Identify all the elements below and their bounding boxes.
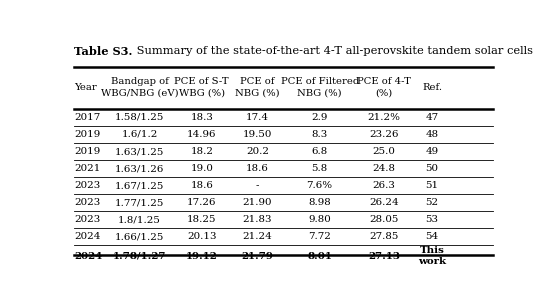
Text: -: - [255, 181, 259, 190]
Text: 2023: 2023 [74, 198, 101, 207]
Text: 2017: 2017 [74, 113, 101, 122]
Text: Ref.: Ref. [422, 83, 442, 92]
Text: 2021: 2021 [74, 164, 101, 173]
Text: 20.2: 20.2 [246, 147, 269, 156]
Text: 1.6/1.2: 1.6/1.2 [122, 130, 158, 139]
Text: 6.8: 6.8 [311, 147, 328, 156]
Text: 23.26: 23.26 [369, 130, 399, 139]
Text: This
work: This work [418, 246, 446, 266]
Text: 18.25: 18.25 [187, 215, 217, 224]
Text: 19.0: 19.0 [190, 164, 213, 173]
Text: 20.13: 20.13 [187, 232, 217, 241]
Text: 2023: 2023 [74, 215, 101, 224]
Text: PCE of
NBG (%): PCE of NBG (%) [235, 77, 280, 97]
Text: 27.13: 27.13 [368, 251, 400, 260]
Text: 1.78/1.27: 1.78/1.27 [113, 251, 166, 260]
Text: 7.6%: 7.6% [306, 181, 333, 190]
Text: 25.0: 25.0 [373, 147, 395, 156]
Text: 1.67/1.25: 1.67/1.25 [115, 181, 164, 190]
Text: 7.72: 7.72 [308, 232, 331, 241]
Text: 21.2%: 21.2% [367, 113, 400, 122]
Text: 19.12: 19.12 [186, 251, 218, 260]
Text: 21.79: 21.79 [242, 251, 273, 260]
Text: 1.63/1.26: 1.63/1.26 [115, 164, 164, 173]
Text: 1.66/1.25: 1.66/1.25 [115, 232, 164, 241]
Text: 5.8: 5.8 [311, 164, 328, 173]
Text: 50: 50 [426, 164, 439, 173]
Text: 19.50: 19.50 [243, 130, 272, 139]
Text: 52: 52 [426, 198, 439, 207]
Text: 26.24: 26.24 [369, 198, 399, 207]
Text: Table S3.: Table S3. [74, 46, 133, 57]
Text: Bandgap of
WBG/NBG (eV): Bandgap of WBG/NBG (eV) [101, 77, 179, 97]
Text: 1.58/1.25: 1.58/1.25 [115, 113, 164, 122]
Text: 24.8: 24.8 [372, 164, 395, 173]
Text: 1.63/1.25: 1.63/1.25 [115, 147, 164, 156]
Text: PCE of 4-T
(%): PCE of 4-T (%) [357, 77, 411, 97]
Text: 21.83: 21.83 [243, 215, 272, 224]
Text: 2019: 2019 [74, 130, 101, 139]
Text: 1.77/1.25: 1.77/1.25 [115, 198, 164, 207]
Text: 1.8/1.25: 1.8/1.25 [118, 215, 161, 224]
Text: 2024: 2024 [74, 232, 101, 241]
Text: 2023: 2023 [74, 181, 101, 190]
Text: 18.6: 18.6 [246, 164, 269, 173]
Text: Year: Year [74, 83, 97, 92]
Text: 2019: 2019 [74, 147, 101, 156]
Text: Summary of the state-of-the-art 4-T all-perovskite tandem solar cells: Summary of the state-of-the-art 4-T all-… [133, 46, 533, 56]
Text: 8.3: 8.3 [311, 130, 328, 139]
Text: 14.96: 14.96 [187, 130, 217, 139]
Text: 17.4: 17.4 [246, 113, 269, 122]
Text: PCE of S-T
WBG (%): PCE of S-T WBG (%) [174, 77, 229, 97]
Text: 2.9: 2.9 [311, 113, 328, 122]
Text: 53: 53 [426, 215, 439, 224]
Text: 27.85: 27.85 [369, 232, 399, 241]
Text: 8.01: 8.01 [307, 251, 332, 260]
Text: 2024: 2024 [74, 251, 102, 260]
Text: 17.26: 17.26 [187, 198, 217, 207]
Text: 18.6: 18.6 [190, 181, 213, 190]
Text: 21.24: 21.24 [243, 232, 273, 241]
Text: 48: 48 [426, 130, 439, 139]
Text: 18.3: 18.3 [190, 113, 213, 122]
Text: 18.2: 18.2 [190, 147, 213, 156]
Text: 54: 54 [426, 232, 439, 241]
Text: 28.05: 28.05 [369, 215, 399, 224]
Text: PCE of Filtered
NBG (%): PCE of Filtered NBG (%) [280, 77, 359, 97]
Text: 51: 51 [426, 181, 439, 190]
Text: 26.3: 26.3 [373, 181, 395, 190]
Text: 49: 49 [426, 147, 439, 156]
Text: 8.98: 8.98 [308, 198, 331, 207]
Text: 9.80: 9.80 [308, 215, 331, 224]
Text: 21.90: 21.90 [243, 198, 272, 207]
Text: 47: 47 [426, 113, 439, 122]
